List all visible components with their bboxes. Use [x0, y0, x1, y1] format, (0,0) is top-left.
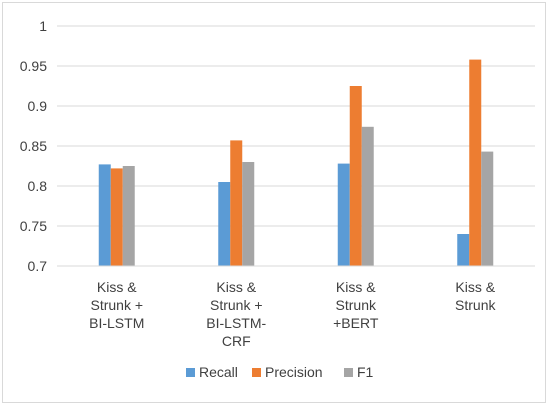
x-category-label-line: Kiss & — [216, 279, 256, 295]
y-tick-label: 0.95 — [20, 58, 47, 74]
bar-precision-3 — [349, 86, 362, 266]
x-category-label-line: Strunk + — [210, 297, 263, 313]
x-category-label-line: Kiss & — [455, 279, 495, 295]
bar-precision-4 — [469, 59, 482, 266]
bar-precision-1 — [110, 168, 123, 266]
bar-f1-2 — [242, 162, 255, 266]
y-tick-label: 0.9 — [28, 98, 48, 114]
x-category-label: Kiss & Strunk + BI-LSTM- CRF — [206, 279, 266, 349]
bar-recall-3 — [337, 163, 350, 266]
bar-f1-3 — [361, 126, 374, 266]
bar-f1-1 — [122, 166, 135, 266]
x-category-label-line: Kiss & — [336, 279, 376, 295]
bar-recall-4 — [457, 234, 470, 266]
legend-swatch-recall — [186, 368, 195, 377]
legend-label-recall: Recall — [199, 364, 238, 380]
legend-swatch-f1 — [344, 368, 353, 377]
bar-f1-4 — [481, 151, 494, 266]
y-tick-label: 0.75 — [20, 218, 47, 234]
x-category-label: Kiss & Strunk — [455, 279, 496, 313]
x-category-label: Kiss & Strunk +BERT — [333, 279, 379, 331]
x-category-label-line: CRF — [222, 333, 251, 349]
x-category-label-line: Strunk — [336, 297, 377, 313]
legend-label-precision: Precision — [265, 364, 323, 380]
x-category-label-line: BI-LSTM — [89, 315, 144, 331]
x-category-label: Kiss & Strunk + BI-LSTM — [89, 279, 144, 331]
x-category-label-line: +BERT — [333, 315, 379, 331]
bar-recall-2 — [218, 182, 231, 266]
bar-precision-2 — [230, 140, 243, 266]
legend-swatch-precision — [252, 368, 261, 377]
x-category-label-line: BI-LSTM- — [206, 315, 266, 331]
legend-label-f1: F1 — [357, 364, 374, 380]
x-category-label-line: Kiss & — [97, 279, 137, 295]
bar-recall-1 — [98, 164, 111, 266]
y-tick-label: 1 — [39, 18, 47, 34]
x-category-label-line: Strunk — [455, 297, 496, 313]
y-tick-label: 0.7 — [28, 258, 48, 274]
y-tick-label: 0.85 — [20, 138, 47, 154]
y-tick-label: 0.8 — [28, 178, 48, 194]
x-category-label-line: Strunk + — [90, 297, 143, 313]
chart-frame — [2, 2, 546, 403]
